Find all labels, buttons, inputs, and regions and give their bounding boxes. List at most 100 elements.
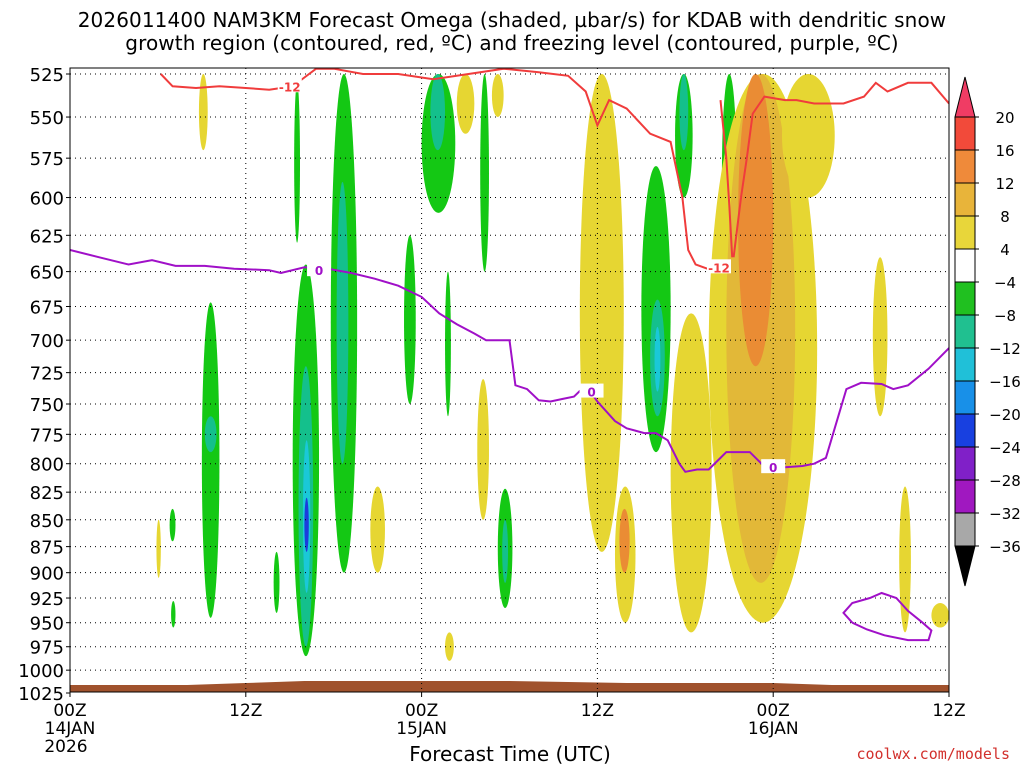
- omega-region-yellow: [156, 519, 161, 578]
- omega-region-yellow: [781, 74, 835, 198]
- omega-region-yellow: [198, 74, 208, 151]
- omega-region-teal: [502, 519, 509, 583]
- colorbar-label: −20: [989, 406, 1021, 424]
- contour-label: 0: [587, 386, 595, 400]
- x-tick-label: 00Z: [757, 701, 790, 721]
- omega-shading-layer: [156, 73, 949, 661]
- omega-region-teal: [430, 74, 446, 151]
- dgz-contour-line: [719, 100, 734, 258]
- omega-region-blue: [304, 497, 309, 552]
- freezing-level-contour-line: [842, 591, 933, 642]
- omega-region-yellow: [899, 486, 911, 633]
- colorbar-label: −24: [989, 439, 1021, 457]
- y-tick-label: 625: [30, 226, 64, 247]
- credit-text: coolwx.com/models: [856, 745, 1010, 763]
- dgz-contour-line: [732, 81, 949, 258]
- x-tick-label: 12Z: [581, 701, 614, 721]
- omega-region-orange: [619, 508, 630, 573]
- contour-label: 0: [315, 264, 323, 278]
- y-tick-label: 975: [30, 638, 64, 659]
- colorbar-label: 12: [995, 175, 1014, 193]
- x-tick-label: 00Z: [53, 701, 86, 721]
- freezing-level-contour-line: [70, 249, 949, 473]
- colorbar-segment: [954, 512, 976, 547]
- colorbar: 20 16 12 8 4 −4 −8 −12 −16 −20 −24 −28 −32 −36: [954, 76, 1021, 587]
- contour-label: -12: [708, 261, 730, 275]
- y-tick-label: 875: [30, 538, 64, 559]
- grid-layer: [70, 68, 949, 692]
- colorbar-segment: [954, 380, 976, 415]
- colorbar-segment: [954, 182, 976, 217]
- colorbar-segment: [954, 215, 976, 250]
- y-tick-label: 925: [30, 589, 64, 610]
- y-tick-label: 725: [30, 364, 64, 385]
- x-tick-year-label: 2026: [44, 737, 87, 757]
- colorbar-segment: [954, 248, 976, 283]
- omega-region-yellow: [491, 74, 504, 118]
- omega-region-green: [273, 551, 280, 613]
- y-tick-label: 550: [30, 108, 64, 129]
- contour-label-bg: [579, 383, 604, 398]
- omega-region-yellow: [872, 257, 888, 417]
- colorbar-label: −16: [989, 373, 1021, 391]
- colorbar-segment: [954, 446, 976, 481]
- omega-region-green: [169, 508, 176, 542]
- y-tick-label: 575: [30, 149, 64, 170]
- colorbar-bottom-arrow: [954, 545, 976, 587]
- chart-title-line1: 2026011400 NAM3KM Forecast Omega (shaded…: [77, 8, 947, 32]
- terrain-band: [70, 681, 949, 692]
- y-tick-label: 800: [30, 455, 64, 476]
- x-tick-date-label: 15JAN: [396, 719, 447, 739]
- y-tick-label: 900: [30, 564, 64, 585]
- colorbar-label: −4: [994, 274, 1016, 292]
- colorbar-label: 20: [995, 109, 1014, 127]
- contour-label: -12: [279, 80, 301, 94]
- omega-region-cyan: [654, 326, 661, 392]
- contour-label-bg: [761, 459, 786, 474]
- terrain-layer: [70, 681, 949, 692]
- omega-region-green: [201, 302, 220, 618]
- colorbar-segment: [954, 314, 976, 349]
- contour-label-bg: [706, 259, 731, 274]
- contour-label-bg: [277, 78, 302, 93]
- omega-region-yellow: [579, 74, 624, 552]
- y-tick-label: 1000: [18, 661, 64, 682]
- colorbar-top-arrow: [954, 76, 976, 118]
- y-tick-label: 650: [30, 263, 64, 284]
- dgz-contour-line: [160, 68, 708, 270]
- colorbar-label: 16: [995, 142, 1014, 160]
- omega-region-yellow: [477, 378, 489, 520]
- omega-region-yellow: [931, 603, 949, 628]
- y-tick-label: 775: [30, 425, 64, 446]
- colorbar-label: −28: [989, 472, 1021, 490]
- omega-region-yellow: [456, 74, 475, 134]
- y-tick-label: 825: [30, 483, 64, 504]
- y-tick-label: 600: [30, 189, 64, 210]
- colorbar-segment: [954, 281, 976, 316]
- x-tick-label: 12Z: [229, 701, 262, 721]
- y-tick-label: 750: [30, 395, 64, 416]
- omega-region-green: [480, 74, 489, 272]
- omega-region-yellow: [670, 313, 712, 633]
- contour-label-layer: -12 -12 0 0 0: [277, 78, 786, 475]
- chart-title-line2: growth region (contoured, red, ºC) and f…: [125, 31, 899, 55]
- x-tick-date-label: 14JAN: [45, 719, 96, 739]
- omega-region-green: [294, 82, 301, 243]
- omega-region-yellow: [370, 486, 385, 573]
- y-tick-label: 700: [30, 331, 64, 352]
- colorbar-label: −8: [994, 307, 1016, 325]
- colorbar-segment: [954, 413, 976, 448]
- omega-region-teal: [679, 74, 689, 151]
- colorbar-segment: [954, 479, 976, 514]
- omega-region-teal: [336, 181, 349, 464]
- x-axis-title: Forecast Time (UTC): [409, 742, 611, 766]
- x-tick-label: 00Z: [405, 701, 438, 721]
- contour-label-bg: [307, 262, 332, 277]
- y-tick-label: 525: [30, 65, 64, 86]
- omega-region-yellow: [445, 632, 454, 661]
- y-tick-label: 950: [30, 614, 64, 635]
- colorbar-segment: [954, 116, 976, 151]
- colorbar-label: −32: [989, 505, 1021, 523]
- colorbar-segment: [954, 347, 976, 382]
- x-tick-date-label: 16JAN: [748, 719, 799, 739]
